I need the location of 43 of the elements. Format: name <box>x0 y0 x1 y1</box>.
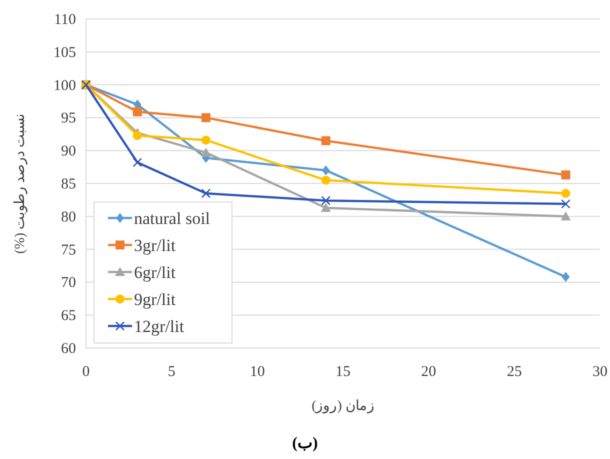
x-tick-label: 0 <box>82 364 90 380</box>
y-axis-title: نسبت درصد رطوبت (%) <box>13 113 28 254</box>
legend-label: 12gr/lit <box>134 317 184 336</box>
x-axis-title: زمان (روز) <box>312 399 374 414</box>
point <box>132 130 142 140</box>
x-tick-label: 30 <box>592 364 608 380</box>
point <box>132 107 142 116</box>
point <box>322 165 330 176</box>
point <box>132 158 142 168</box>
point <box>321 196 331 206</box>
y-tick-label: 65 <box>61 308 76 324</box>
x-tick-label: 10 <box>250 364 265 380</box>
y-tick-label: 110 <box>54 12 76 28</box>
point <box>201 136 210 145</box>
point <box>320 202 331 212</box>
point <box>561 188 570 198</box>
point <box>561 199 570 209</box>
y-tick-label: 95 <box>61 110 76 127</box>
x-tick-label: 15 <box>336 364 350 380</box>
y-tick-label: 70 <box>61 275 76 292</box>
y-tick-label: 75 <box>61 242 76 258</box>
legend-label: natural soil <box>134 209 210 228</box>
y-tick-label: 90 <box>61 144 76 160</box>
point <box>201 188 211 198</box>
point <box>561 170 570 180</box>
y-tick-label: 100 <box>54 78 76 94</box>
x-tick-label: 5 <box>168 364 176 380</box>
point <box>560 211 571 220</box>
point <box>321 136 330 146</box>
legend-label: 9gr/lit <box>134 290 176 309</box>
text: (ب) <box>292 435 318 452</box>
point <box>321 176 330 185</box>
point <box>201 113 210 122</box>
x-tick-label: 20 <box>421 364 436 380</box>
y-tick-label: 80 <box>61 209 76 226</box>
x-tick-label: 25 <box>506 364 522 380</box>
legend-label: 3gr/lit <box>134 236 176 255</box>
y-tick-label: 105 <box>54 44 76 61</box>
y-tick-label: 85 <box>61 176 76 192</box>
legend-label: 6gr/lit <box>134 263 176 282</box>
point <box>562 272 570 282</box>
point <box>200 148 211 157</box>
y-tick-label: 60 <box>61 341 76 357</box>
